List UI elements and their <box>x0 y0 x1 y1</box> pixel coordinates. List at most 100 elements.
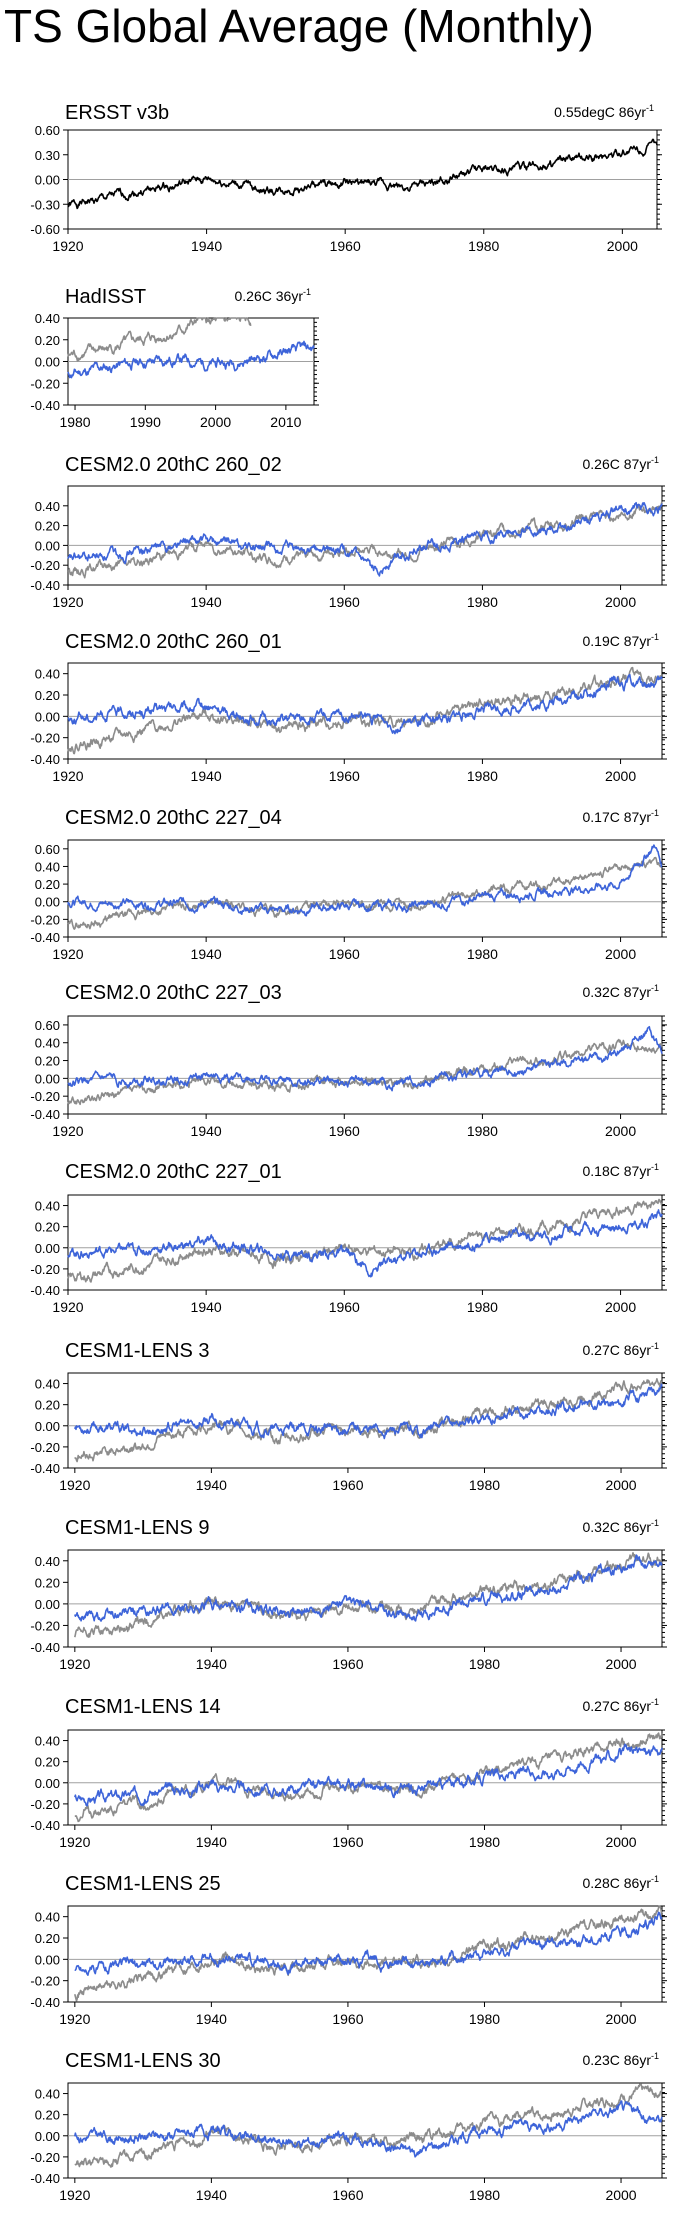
plot-frame <box>67 2082 663 2179</box>
trend-label: 0.18C 87yr-1 <box>583 1162 660 1179</box>
x-tick-label: 1960 <box>332 1477 363 1493</box>
trend-value: 0.26C 36yr <box>235 288 304 304</box>
y-tick-label: 0.60 <box>35 1018 60 1033</box>
panel-title: CESM2.0 20thC 260_02 <box>65 454 282 476</box>
y-tick-label: 0.00 <box>35 2129 60 2144</box>
panel-10: CESM1-LENS 25 0.28C 86yr-1 0.40 0.20 0.00 -0.… <box>30 1873 667 2027</box>
y-tick-label: -0.60 <box>30 222 60 237</box>
trend-value: 0.23C 86yr <box>583 2052 652 2068</box>
trend-label: 0.32C 86yr-1 <box>583 1518 660 1535</box>
panel-title: CESM2.0 20thC 227_01 <box>65 1161 282 1183</box>
y-tick-label: -0.20 <box>30 1262 60 1277</box>
x-tick-label: 1960 <box>332 2011 363 2027</box>
x-tick-label: 2000 <box>605 768 636 784</box>
series-line-model <box>74 2100 663 2158</box>
x-tick-label: 1920 <box>59 1834 90 1850</box>
y-tick-label: -0.40 <box>30 1283 60 1298</box>
panel-title: CESM1-LENS 14 <box>65 1696 221 1718</box>
panel-2: CESM2.0 20thC 260_02 0.26C 87yr-1 0.40 0.20… <box>30 454 667 610</box>
trend-value: 0.32C 87yr <box>583 984 652 1000</box>
trend-value: 0.32C 86yr <box>583 1519 652 1535</box>
x-tick-label: 1980 <box>467 594 498 610</box>
y-tick-label: 0.40 <box>35 1554 60 1569</box>
x-tick-label: 1980 <box>468 238 499 254</box>
series-line-obs <box>67 666 663 755</box>
x-tick-label: 1940 <box>191 238 222 254</box>
panel-title: CESM1-LENS 30 <box>65 2050 221 2072</box>
x-tick-label: 2000 <box>605 1123 636 1139</box>
y-tick-label: -0.40 <box>30 1818 60 1833</box>
series-line-obs <box>74 2083 663 2168</box>
series-line-obs <box>67 1198 663 1283</box>
panel-8: CESM1-LENS 9 0.32C 86yr-1 0.40 0.20 0.00 -0.2… <box>30 1517 667 1672</box>
x-tick-label: 1940 <box>196 1656 227 1672</box>
trend-exponent: -1 <box>651 1341 659 1351</box>
plot-frame <box>67 1729 663 1826</box>
y-tick-label: 0.00 <box>35 895 60 910</box>
panel-1: HadISST 0.26C 36yr-1 0.40 0.20 0.00 -0.20 -0.4… <box>30 286 319 430</box>
trend-exponent: -1 <box>651 1874 659 1884</box>
trend-value: 0.17C 87yr <box>583 809 652 825</box>
x-tick-label: 2000 <box>605 1834 636 1850</box>
x-tick-label: 1940 <box>196 2187 227 2203</box>
trend-label: 0.19C 87yr-1 <box>583 632 660 649</box>
y-tick-label: -0.20 <box>30 731 60 746</box>
y-tick-label: -0.40 <box>30 2171 60 2186</box>
series-line-obs <box>67 501 663 579</box>
trend-label: 0.32C 87yr-1 <box>583 983 660 1000</box>
y-tick-label: -0.20 <box>30 1797 60 1812</box>
y-tick-label: 0.00 <box>35 1952 60 1967</box>
y-tick-label: -0.20 <box>30 1440 60 1455</box>
plot-frame <box>67 1549 663 1648</box>
y-tick-label: 0.40 <box>35 2087 60 2102</box>
x-tick-label: 2000 <box>605 1656 636 1672</box>
panel-title: HadISST <box>65 286 146 308</box>
x-tick-label: 1990 <box>130 414 161 430</box>
x-tick-label: 2010 <box>270 414 301 430</box>
x-tick-label: 1920 <box>59 1656 90 1672</box>
y-tick-label: -0.40 <box>30 930 60 945</box>
x-tick-label: 1960 <box>329 1299 360 1315</box>
panel-7: CESM1-LENS 3 0.27C 86yr-1 0.40 0.20 0.00 -0.2… <box>30 1340 667 1493</box>
y-tick-label: 0.40 <box>35 1910 60 1925</box>
panel-title: CESM2.0 20thC 227_03 <box>65 982 282 1004</box>
panel-title: CESM2.0 20thC 227_04 <box>65 807 282 829</box>
y-tick-label: -0.20 <box>30 558 60 573</box>
x-tick-label: 1920 <box>59 2011 90 2027</box>
y-tick-label: 0.40 <box>35 1036 60 1051</box>
y-tick-label: -0.40 <box>30 1640 60 1655</box>
panel-4: CESM2.0 20thC 227_04 0.17C 87yr-1 0.60 0.40… <box>30 807 667 962</box>
series-line-obs <box>74 1732 663 1823</box>
trend-exponent: -1 <box>651 983 659 993</box>
series-line-obs <box>74 1552 663 1638</box>
y-tick-label: 0.00 <box>35 1419 60 1434</box>
x-tick-label: 2000 <box>605 2011 636 2027</box>
x-tick-label: 1940 <box>191 946 222 962</box>
y-tick-label: 0.00 <box>35 538 60 553</box>
y-tick-label: 0.00 <box>35 1597 60 1612</box>
panel-title: CESM2.0 20thC 260_01 <box>65 631 282 653</box>
plot-frame <box>67 839 663 938</box>
trend-exponent: -1 <box>651 808 659 818</box>
series-line-model <box>67 340 315 379</box>
y-tick-label: -0.40 <box>30 1995 60 2010</box>
y-tick-label: -0.20 <box>30 912 60 927</box>
x-tick-label: 1980 <box>467 1123 498 1139</box>
trend-exponent: -1 <box>651 455 659 465</box>
panel-5: CESM2.0 20thC 227_03 0.32C 87yr-1 0.60 0.40… <box>30 982 667 1139</box>
x-tick-label: 1960 <box>332 1656 363 1672</box>
x-tick-label: 1960 <box>330 238 361 254</box>
y-tick-label: 0.00 <box>35 173 60 188</box>
x-tick-label: 2000 <box>605 2187 636 2203</box>
x-tick-label: 1940 <box>196 2011 227 2027</box>
series-line-model <box>74 1554 663 1622</box>
x-tick-label: 2000 <box>200 414 231 430</box>
trend-value: 0.28C 86yr <box>583 1875 652 1891</box>
x-tick-label: 1960 <box>329 1123 360 1139</box>
trend-label: 0.27C 86yr-1 <box>583 1697 660 1714</box>
x-tick-label: 2000 <box>605 1299 636 1315</box>
panel-0: ERSST v3b 0.55degC 86yr-1 0.60 0.30 0.00 -0.3… <box>30 102 662 254</box>
x-tick-label: 1920 <box>52 594 83 610</box>
series-line-model <box>74 1383 663 1440</box>
